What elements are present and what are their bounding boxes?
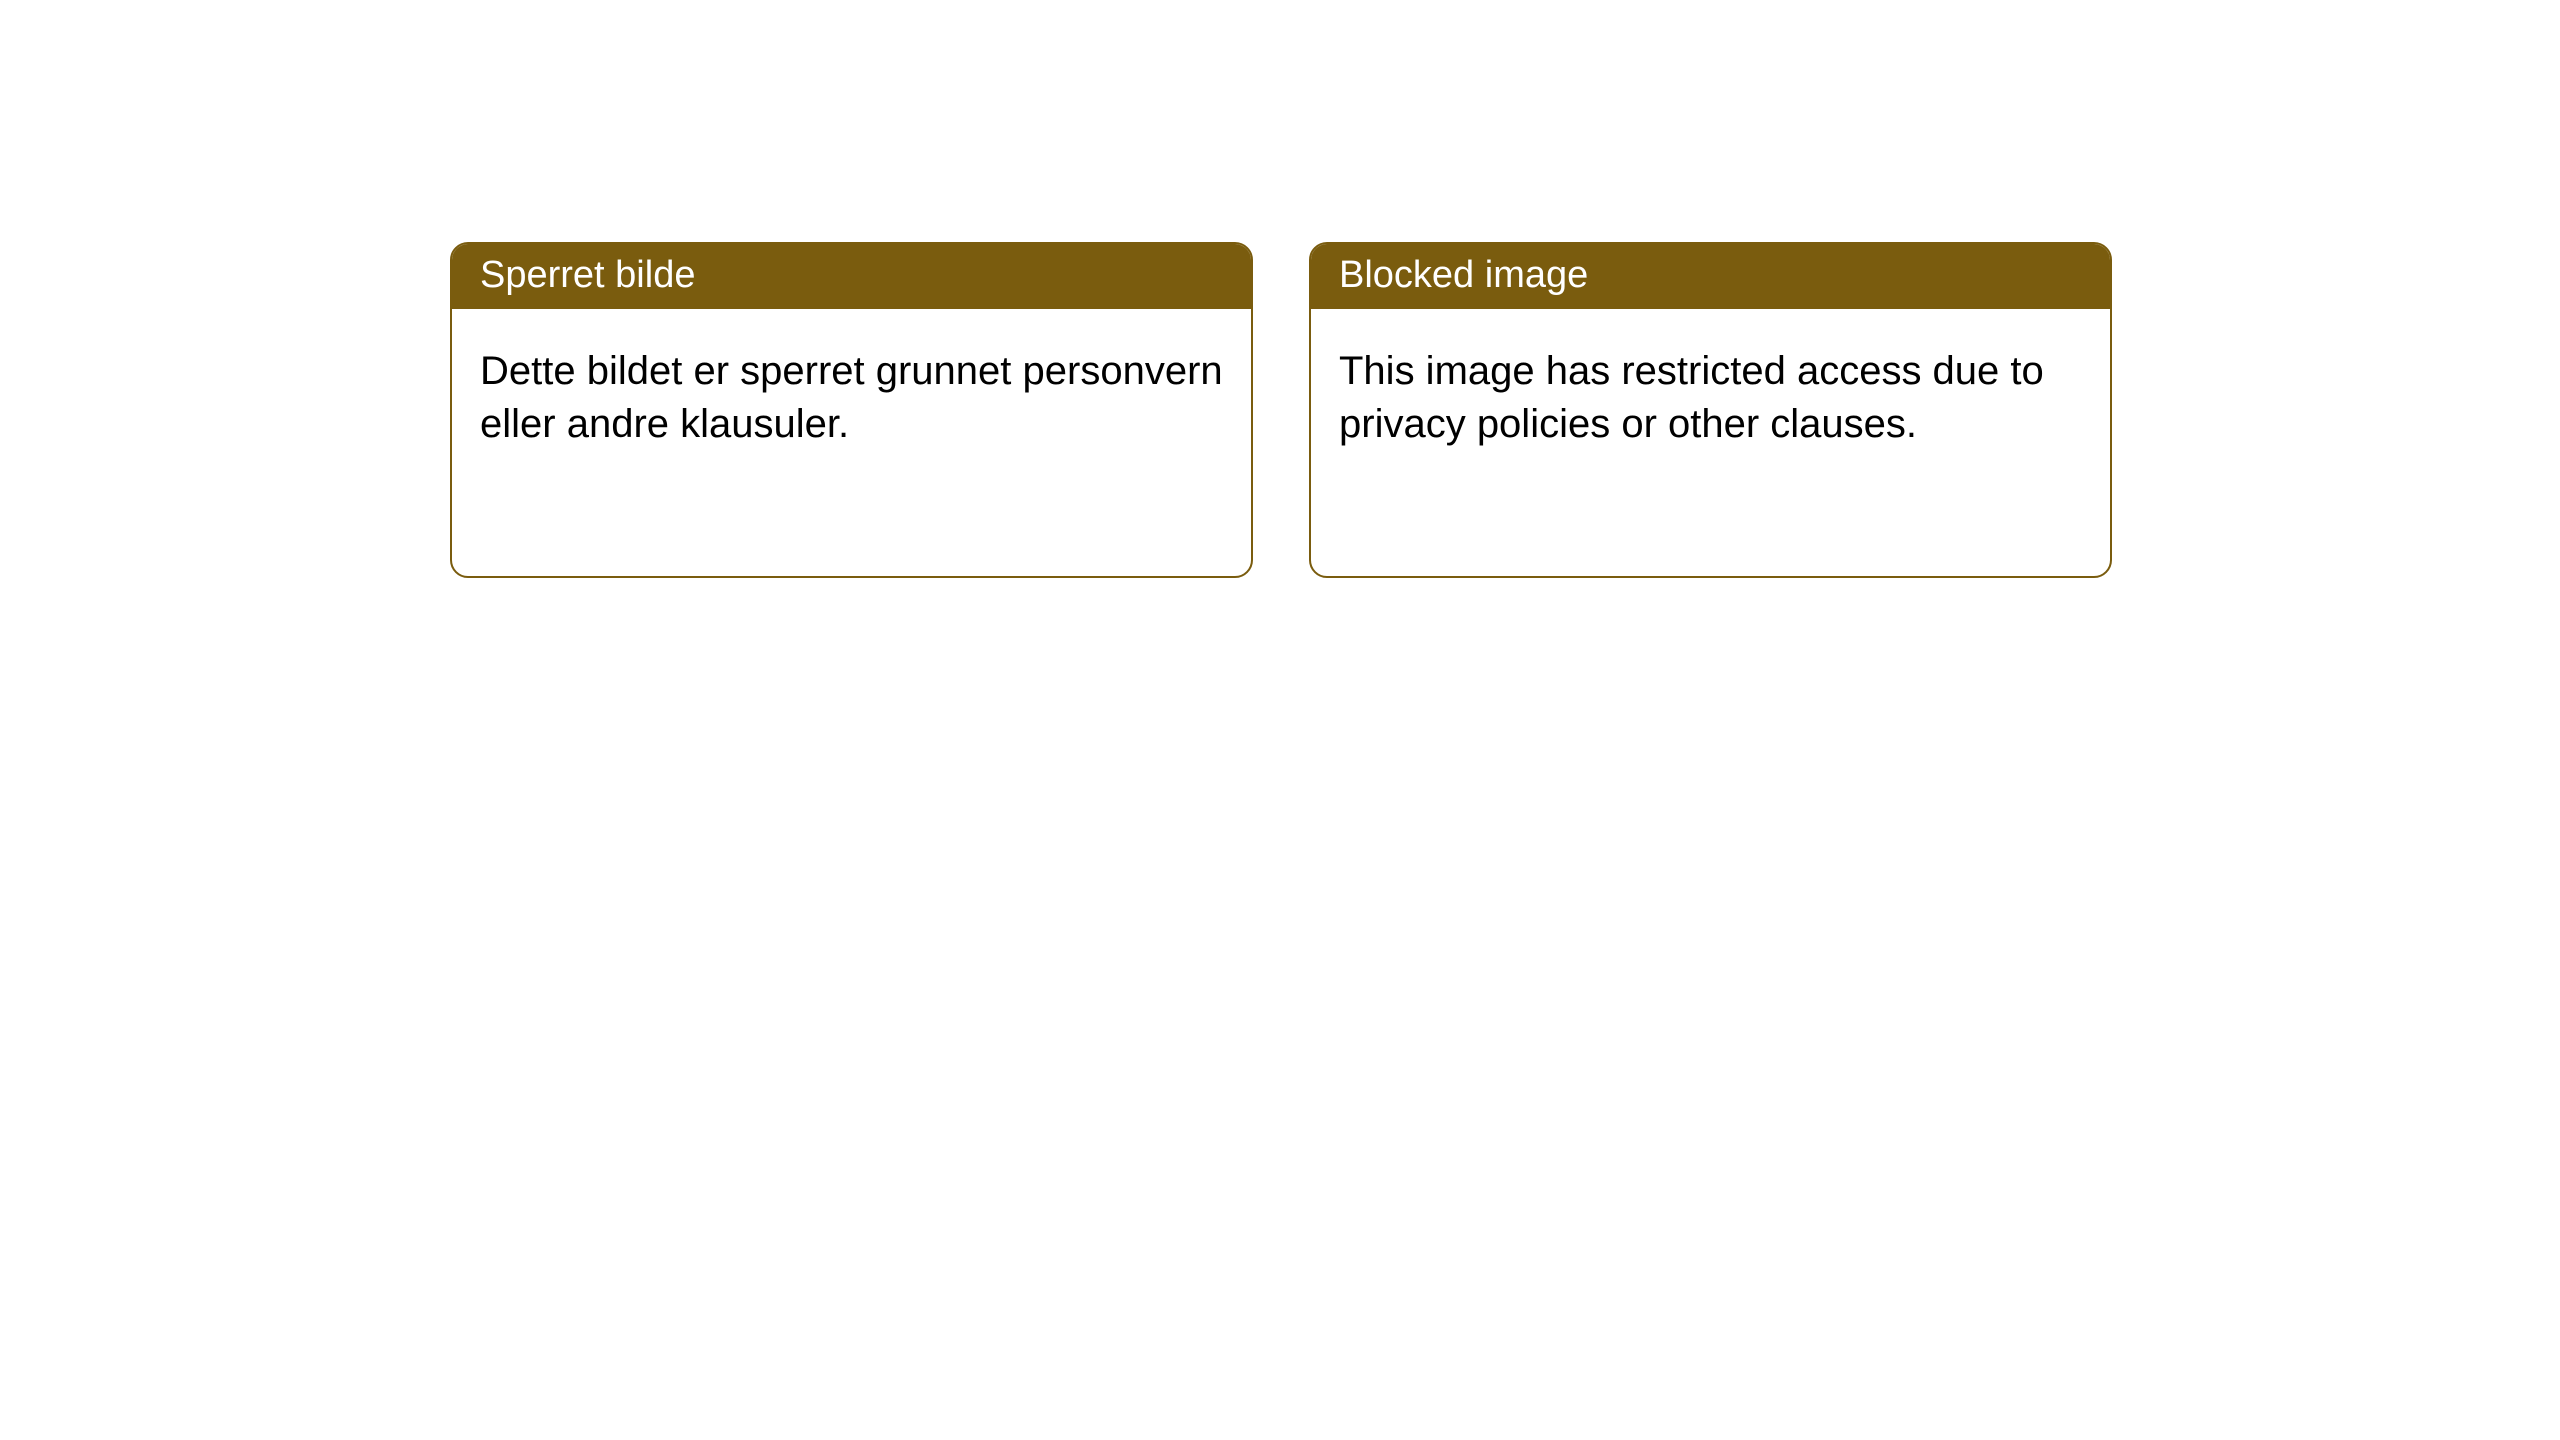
notice-card-title: Sperret bilde bbox=[452, 244, 1251, 309]
notice-cards-container: Sperret bilde Dette bildet er sperret gr… bbox=[450, 242, 2112, 578]
notice-card-title: Blocked image bbox=[1311, 244, 2110, 309]
notice-card-norwegian: Sperret bilde Dette bildet er sperret gr… bbox=[450, 242, 1253, 578]
notice-card-body: This image has restricted access due to … bbox=[1311, 309, 2110, 487]
notice-card-body: Dette bildet er sperret grunnet personve… bbox=[452, 309, 1251, 487]
notice-card-english: Blocked image This image has restricted … bbox=[1309, 242, 2112, 578]
